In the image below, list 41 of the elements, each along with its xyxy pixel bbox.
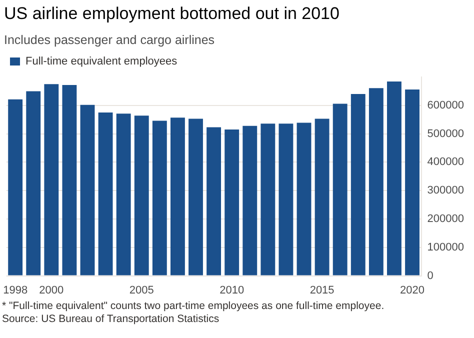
chart-subtitle: Includes passenger and cargo airlines	[4, 33, 215, 47]
text: * "Full-time equivalent" counts two part-time employees as one full-time employee.	[2, 300, 384, 313]
bar	[314, 118, 330, 276]
bar	[116, 114, 131, 276]
y-tick-label: 200000	[427, 213, 464, 226]
x-tick-label: 2020	[400, 284, 425, 296]
y-tick-label: 600000	[427, 99, 464, 112]
x-tick-label: 1998	[3, 284, 28, 296]
bar	[62, 84, 77, 276]
y-tick-label: 0	[427, 270, 434, 282]
x-tick-label: 2005	[129, 284, 154, 296]
source-note: Source: US Bureau of Transportation Statistics	[2, 313, 220, 326]
bar	[188, 118, 203, 276]
bar	[242, 126, 258, 276]
bar	[152, 120, 167, 276]
bar	[332, 104, 348, 276]
bar	[260, 124, 276, 276]
bar	[80, 104, 95, 276]
chart-title: US airline employment bottomed out in 2010	[4, 4, 340, 24]
bar	[405, 89, 420, 276]
x-tick-label: 2000	[39, 284, 64, 296]
legend-label: Full-time equivalent employees	[26, 56, 178, 68]
bar	[368, 88, 384, 276]
bar	[98, 112, 113, 276]
bar	[170, 118, 185, 276]
bar	[296, 122, 312, 276]
bar	[134, 116, 149, 276]
y-tick-label: 100000	[427, 241, 464, 254]
bar	[8, 99, 23, 276]
x-tick-label: 2010	[220, 284, 244, 296]
bar	[206, 127, 222, 276]
bar	[350, 94, 366, 276]
y-tick-label: 300000	[427, 184, 464, 197]
x-tick-label: 2015	[310, 284, 334, 296]
y-tick-label: 400000	[427, 156, 464, 168]
bar	[387, 82, 402, 276]
y-tick-label: 500000	[427, 128, 464, 140]
bar	[224, 130, 240, 276]
bar	[278, 124, 294, 276]
bar	[26, 91, 41, 276]
bar	[44, 84, 59, 276]
